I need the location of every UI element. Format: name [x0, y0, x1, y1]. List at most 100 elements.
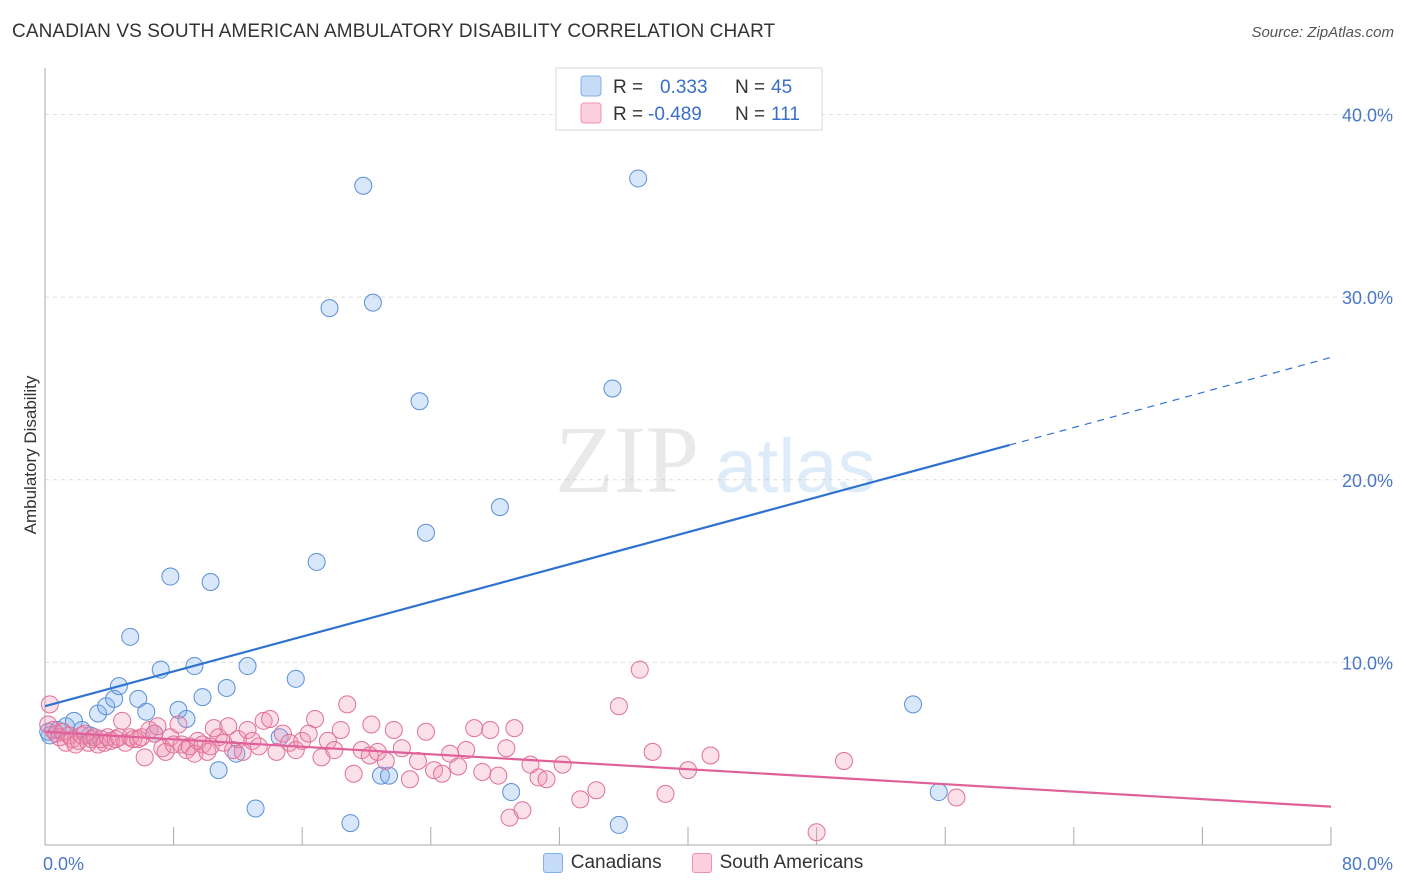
point-south-americans-89 [497, 739, 516, 758]
point-canadians-22 [217, 678, 236, 697]
chart-title: CANADIAN VS SOUTH AMERICAN AMBULATORY DI… [12, 21, 776, 42]
point-south-americans-76 [392, 739, 411, 758]
point-canadians-37 [490, 498, 509, 517]
bottom-legend-swatch-canadians [542, 853, 563, 873]
trend-line-canadians [44, 444, 1010, 708]
point-south-americans-106 [947, 788, 966, 807]
data-points [39, 169, 966, 842]
point-canadians-19 [193, 688, 212, 707]
legend-swatch-south-americans [580, 102, 602, 124]
point-canadians-35 [410, 392, 429, 411]
point-canadians-11 [129, 689, 148, 708]
point-south-americans-98 [609, 697, 628, 716]
trend-line-extension-canadians [1009, 356, 1332, 446]
watermark-zip: ZIP [555, 406, 699, 513]
point-canadians-29 [320, 299, 339, 318]
point-south-americans-37 [169, 715, 188, 734]
point-canadians-31 [354, 176, 373, 195]
point-south-americans-29 [135, 748, 154, 767]
legend-swatch-canadians [580, 75, 602, 97]
x-tick-label-1: 80.0% [1342, 854, 1393, 874]
point-south-americans-104 [807, 823, 826, 842]
tick-labels: 10.0% 20.0% 30.0% 40.0% 0.0% 80.0% [43, 106, 1393, 874]
point-south-americans-23 [113, 711, 132, 730]
y-tick-label-2: 30.0% [1342, 288, 1393, 308]
x-tick-label-0: 0.0% [43, 854, 84, 874]
point-canadians-20 [201, 573, 220, 592]
bottom-legend-swatch-south-americans [691, 853, 712, 873]
legend-n-value-1: 45 [771, 77, 792, 98]
y-axis-label-group: Ambulatory Disability [21, 375, 40, 534]
legend-r-value-2: -0.489 [648, 104, 702, 125]
point-south-americans-79 [416, 722, 435, 741]
bottom-legend-label-south-americans: South Americans [719, 852, 864, 873]
axes [44, 68, 1332, 846]
point-south-americans-7 [60, 726, 79, 745]
y-tick-label-1: 20.0% [1342, 471, 1393, 491]
point-south-americans-46 [204, 719, 223, 738]
point-south-americans-90 [505, 719, 524, 738]
point-canadians-12 [137, 702, 156, 721]
point-south-americans-97 [587, 781, 606, 800]
bottom-legend: Canadians South Americans [0, 852, 1406, 874]
point-south-americans-68 [331, 720, 350, 739]
point-canadians-23 [227, 744, 246, 763]
point-south-americans-32 [148, 717, 167, 736]
point-canadians-21 [209, 761, 228, 780]
watermark-atlas: atlas [715, 424, 876, 509]
point-south-americans-58 [267, 742, 286, 761]
point-south-americans-55 [249, 737, 268, 756]
point-south-americans-62 [293, 731, 312, 750]
source-credit: Source: ZipAtlas.com [1251, 24, 1394, 41]
legend: R = 0.333 N = 45 R = -0.489 N = 111 [555, 67, 823, 131]
point-south-americans-75 [384, 720, 403, 739]
legend-r-label-2: R = [613, 104, 643, 125]
bottom-legend-item-south-americans: South Americans [691, 852, 864, 874]
point-south-americans-105 [834, 751, 853, 770]
point-south-americans-53 [238, 720, 257, 739]
point-south-americans-81 [433, 764, 452, 783]
legend-n-value-2: 111 [771, 104, 800, 125]
point-canadians-24 [238, 657, 257, 676]
point-canadians-15 [161, 567, 180, 586]
point-canadians-40 [609, 815, 628, 834]
point-canadians-27 [286, 669, 305, 688]
legend-r-label-1: R = [613, 77, 643, 98]
point-south-americans-56 [254, 711, 273, 730]
point-south-americans-59 [273, 724, 292, 743]
point-canadians-36 [416, 523, 435, 542]
point-south-americans-103 [701, 746, 720, 765]
bottom-legend-item-canadians: Canadians [542, 852, 662, 874]
point-south-americans-74 [376, 751, 395, 770]
bottom-legend-label-canadians: Canadians [570, 852, 662, 873]
point-south-americans-44 [198, 742, 217, 761]
point-south-americans-70 [344, 764, 363, 783]
point-canadians-30 [341, 814, 360, 833]
y-tick-label-3: 40.0% [1342, 106, 1393, 126]
point-south-americans-49 [219, 717, 238, 736]
point-canadians-39 [603, 379, 622, 398]
point-south-americans-85 [465, 719, 484, 738]
point-canadians-38 [502, 783, 521, 802]
point-south-americans-78 [408, 751, 427, 770]
point-south-americans-66 [318, 731, 337, 750]
point-south-americans-57 [261, 709, 280, 728]
point-south-americans-84 [457, 741, 476, 760]
point-canadians-32 [363, 293, 382, 312]
point-south-americans-95 [553, 755, 572, 774]
point-south-americans-94 [537, 770, 556, 789]
trend-lines [44, 356, 1332, 808]
point-canadians-28 [307, 552, 326, 571]
legend-r-value-1: 0.333 [660, 77, 708, 98]
point-south-americans-86 [473, 762, 492, 781]
y-tick-label-0: 10.0% [1342, 653, 1393, 673]
point-canadians-10 [121, 627, 140, 646]
point-south-americans-96 [571, 790, 590, 809]
point-south-americans-64 [306, 709, 325, 728]
point-south-americans-77 [400, 770, 419, 789]
gridlines [45, 114, 1393, 663]
point-south-americans-69 [338, 695, 357, 714]
point-south-americans-99 [630, 660, 649, 679]
point-canadians-34 [380, 766, 399, 785]
